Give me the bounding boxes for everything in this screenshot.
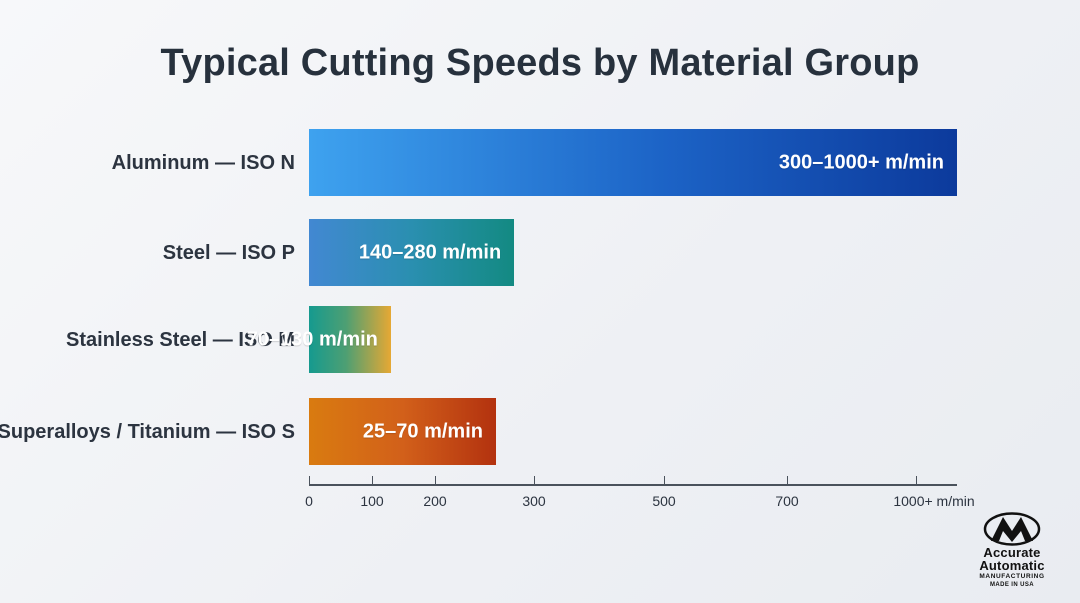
- x-tick: [916, 476, 917, 485]
- x-tick-label: 700: [775, 493, 799, 509]
- logo-text-manufacturing: MANUFACTURING: [979, 573, 1045, 580]
- x-tick-label: 1000+ m/min: [893, 493, 975, 509]
- x-tick-label: 100: [360, 493, 384, 509]
- logo-mark-icon: [983, 512, 1041, 546]
- bar-aluminum: 300–1000+ m/min: [309, 129, 957, 196]
- x-tick: [435, 476, 436, 485]
- category-label-superalloys: Superalloys / Titanium — ISO S: [0, 420, 295, 443]
- bar-value-label-superalloys: 25–70 m/min: [362, 420, 483, 442]
- company-logo: Accurate Automatic MANUFACTURING MADE IN…: [962, 512, 1062, 589]
- x-tick: [664, 476, 665, 485]
- bar-stainless-steel: 70–130 m/min: [247, 306, 391, 373]
- bar-superalloys: 25–70 m/min: [309, 398, 496, 465]
- category-label-aluminum: Aluminum — ISO N: [111, 151, 295, 174]
- x-tick: [309, 476, 310, 485]
- category-label-stainless-steel: Stainless Steel — ISO M: [66, 328, 295, 351]
- x-tick-label: 200: [423, 493, 447, 509]
- bar-value-label-aluminum: 300–1000+ m/min: [778, 151, 944, 173]
- x-tick-label: 0: [305, 493, 313, 509]
- bar-value-label-steel: 140–280 m/min: [358, 241, 502, 263]
- logo-text-made-in-usa: MADE IN USA: [989, 582, 1035, 588]
- category-label-steel: Steel — ISO P: [162, 241, 295, 264]
- x-axis-line: [309, 484, 957, 486]
- logo-text-automatic: Automatic: [979, 558, 1045, 573]
- x-tick: [787, 476, 788, 485]
- x-tick: [534, 476, 535, 485]
- chart-title: Typical Cutting Speeds by Material Group: [160, 42, 920, 84]
- bar-value-label-stainless-steel: 70–130 m/min: [246, 328, 378, 350]
- bar-steel: 140–280 m/min: [309, 219, 515, 286]
- x-tick: [372, 476, 373, 485]
- x-tick-label: 500: [652, 493, 676, 509]
- logo-text-accurate: Accurate: [983, 545, 1041, 560]
- x-tick-label: 300: [522, 493, 546, 509]
